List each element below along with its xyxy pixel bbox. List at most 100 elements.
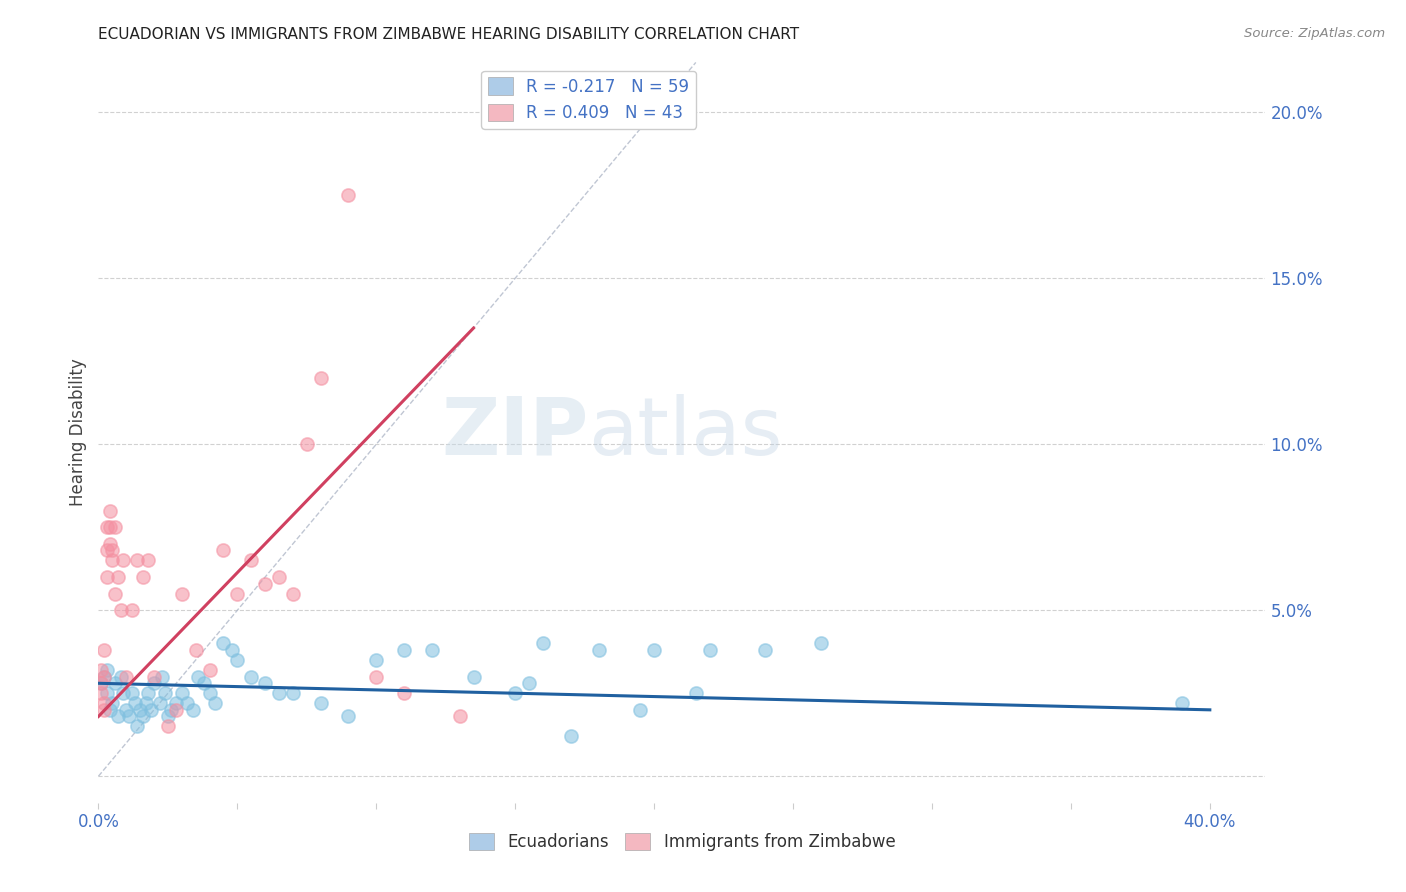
Point [93,696,115,710]
Point [295,437,318,451]
Point [107,570,129,584]
Point [503,686,526,700]
Point [124,696,146,710]
Point [129,703,152,717]
Point [184,643,207,657]
Point [754,643,776,657]
Point [165,696,187,710]
Point [267,570,290,584]
Legend: Ecuadorians, Immigrants from Zimbabwe: Ecuadorians, Immigrants from Zimbabwe [463,826,901,857]
Point [96,663,118,677]
Point [212,543,235,558]
Point [93,670,115,684]
Point [588,643,610,657]
Point [685,686,707,700]
Point [132,709,155,723]
Point [138,553,160,567]
Point [141,703,163,717]
Point [90,663,112,677]
Point [181,703,204,717]
Point [150,670,173,684]
Point [93,670,115,684]
Point [449,709,471,723]
Point [309,696,332,710]
Point [143,676,166,690]
Point [366,670,388,684]
Point [254,576,277,591]
Point [560,730,582,744]
Point [366,653,388,667]
Point [104,676,127,690]
Point [135,696,157,710]
Point [96,520,118,534]
Point [226,587,249,601]
Point [392,643,415,657]
Point [101,553,124,567]
Point [132,570,155,584]
Point [96,570,118,584]
Point [337,188,360,202]
Point [281,686,304,700]
Point [159,703,181,717]
Point [240,553,263,567]
Point [187,670,209,684]
Point [517,676,540,690]
Point [165,703,187,717]
Point [98,703,121,717]
Point [337,709,360,723]
Point [127,553,149,567]
Text: atlas: atlas [589,393,783,472]
Point [198,686,221,700]
Point [156,719,179,733]
Point [104,587,127,601]
Point [420,643,443,657]
Point [221,643,243,657]
Point [96,543,118,558]
Point [118,709,141,723]
Point [90,686,112,700]
Point [226,653,249,667]
Point [1171,696,1194,710]
Point [643,643,665,657]
Point [240,670,263,684]
Point [115,703,138,717]
Point [156,709,179,723]
Point [267,686,290,700]
Text: Source: ZipAtlas.com: Source: ZipAtlas.com [1244,27,1385,40]
Point [115,670,138,684]
Point [107,709,129,723]
Y-axis label: Hearing Disability: Hearing Disability [69,359,87,507]
Point [531,636,554,650]
Point [392,686,415,700]
Point [93,703,115,717]
Point [148,696,170,710]
Point [193,676,215,690]
Point [153,686,176,700]
Point [121,603,143,617]
Point [112,553,135,567]
Point [96,686,118,700]
Point [198,663,221,677]
Text: ZIP: ZIP [441,393,589,472]
Point [138,686,160,700]
Point [628,703,651,717]
Point [110,670,132,684]
Point [204,696,226,710]
Point [309,371,332,385]
Point [463,670,485,684]
Point [170,686,193,700]
Point [143,670,166,684]
Point [101,543,124,558]
Point [699,643,721,657]
Point [212,636,235,650]
Point [170,587,193,601]
Point [101,696,124,710]
Text: ECUADORIAN VS IMMIGRANTS FROM ZIMBABWE HEARING DISABILITY CORRELATION CHART: ECUADORIAN VS IMMIGRANTS FROM ZIMBABWE H… [98,27,800,42]
Point [90,676,112,690]
Point [121,686,143,700]
Point [176,696,198,710]
Point [254,676,277,690]
Point [110,603,132,617]
Point [281,587,304,601]
Point [104,520,127,534]
